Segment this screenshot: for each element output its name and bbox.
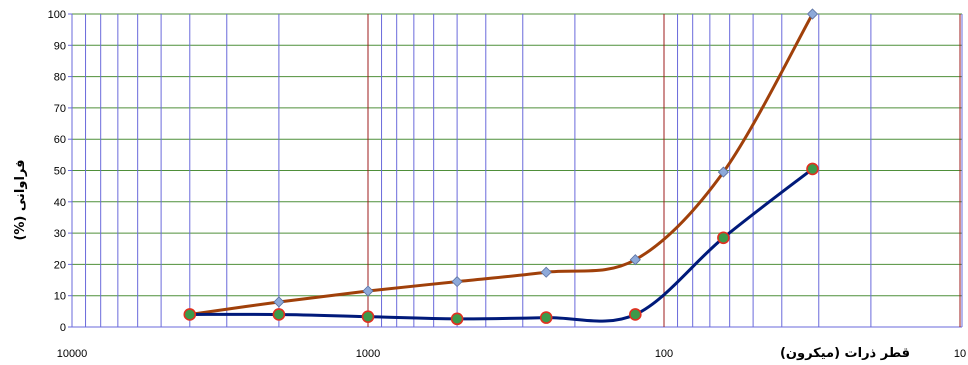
- y-tick-label: 0: [60, 322, 66, 334]
- series-2-line: [188, 167, 814, 323]
- series-layer: [183, 8, 819, 326]
- series-2-point: [629, 308, 642, 321]
- series-1-point: [717, 166, 729, 178]
- x-tick-label: 100: [655, 348, 673, 360]
- series-1-point: [273, 296, 285, 308]
- y-tick-label: 70: [54, 103, 66, 115]
- y-tick-label: 100: [48, 9, 66, 21]
- y-tick-label: 50: [54, 166, 66, 178]
- x-tick-label: 10000: [57, 348, 88, 360]
- series-1-point: [362, 285, 374, 297]
- y-tick-label: 30: [54, 228, 66, 240]
- y-axis-title: فراوانی (%): [13, 159, 28, 240]
- grid: [71, 13, 963, 328]
- series-2-point: [717, 231, 730, 245]
- y-tick-label: 80: [54, 72, 66, 84]
- x-tick-label: 1000: [356, 348, 380, 360]
- x-axis-title: قطر ذرات (میکرون): [780, 346, 910, 361]
- y-tick-label: 20: [54, 259, 66, 271]
- series-2-point: [539, 311, 553, 324]
- series-1-line: [188, 12, 814, 316]
- series-1-point: [806, 8, 819, 20]
- series-2-point: [806, 162, 819, 176]
- series-2-point: [450, 312, 464, 326]
- series-2-point: [361, 310, 375, 323]
- y-tick-label: 40: [54, 197, 66, 209]
- x-axis: 10000 1000 100 10: [57, 348, 966, 360]
- series-2-point: [272, 308, 286, 321]
- series-2-point: [183, 308, 197, 321]
- y-tick-label: 60: [54, 134, 66, 146]
- x-tick-label: 10: [954, 348, 966, 360]
- series-1-point: [540, 266, 552, 278]
- series-1-point: [629, 254, 641, 266]
- y-tick-label: 90: [54, 40, 66, 52]
- series-1-point: [451, 276, 463, 288]
- y-tick-label: 10: [54, 291, 66, 303]
- y-axis: 0 10 20 30 40 50 60 70 80 90 100: [48, 9, 72, 334]
